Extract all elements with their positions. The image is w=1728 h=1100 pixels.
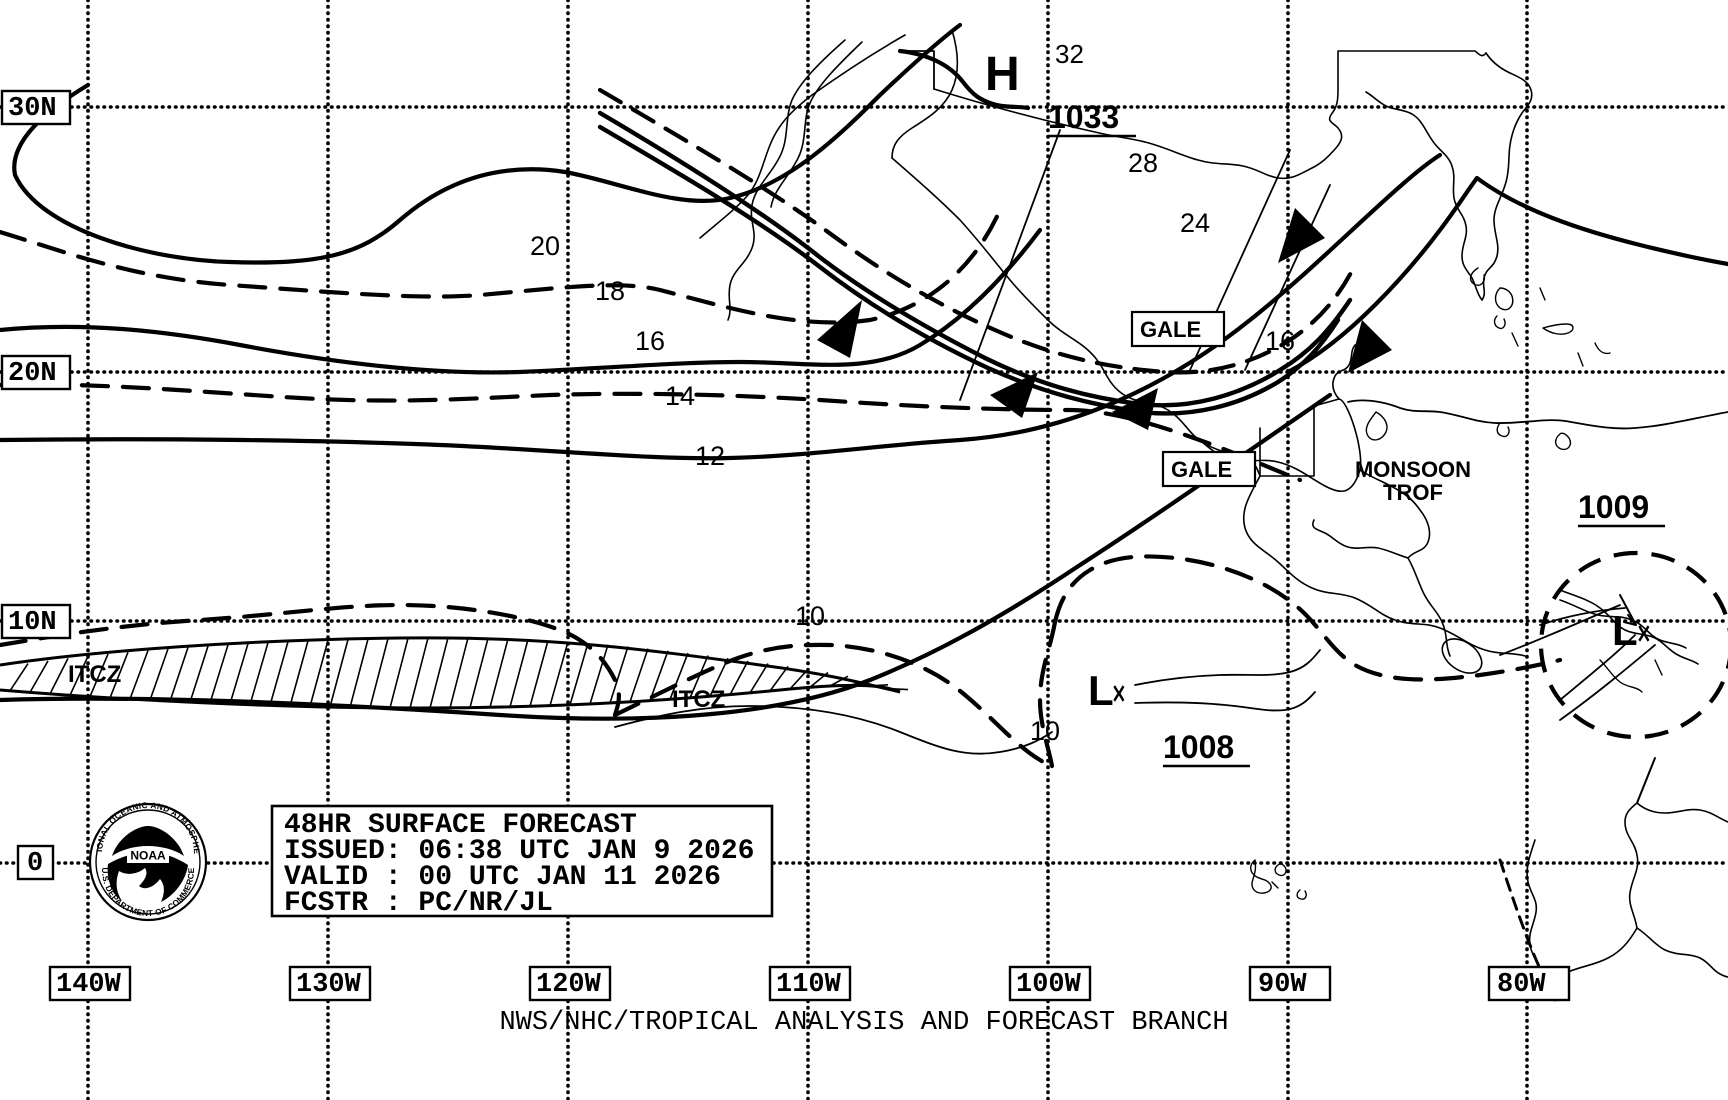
svg-text:10: 10 — [1030, 716, 1060, 746]
svg-text:140W: 140W — [56, 970, 122, 1000]
svg-text:20: 20 — [530, 231, 560, 261]
svg-text:16: 16 — [1265, 326, 1295, 356]
svg-text:MONSOON: MONSOON — [1355, 457, 1471, 482]
svg-text:☓: ☓ — [1112, 679, 1126, 709]
svg-text:NWS/NHC/TROPICAL ANALYSIS AND: NWS/NHC/TROPICAL ANALYSIS AND FORECAST B… — [499, 1008, 1228, 1038]
svg-text:10N: 10N — [8, 608, 57, 638]
svg-text:32: 32 — [1055, 39, 1084, 69]
svg-text:10: 10 — [795, 601, 825, 631]
svg-text:FCSTR : PC/NR/JL: FCSTR : PC/NR/JL — [284, 888, 553, 919]
svg-text:110W: 110W — [776, 970, 842, 1000]
svg-text:24: 24 — [1180, 208, 1210, 238]
svg-text:GALE: GALE — [1140, 317, 1201, 342]
svg-text:12: 12 — [695, 441, 725, 471]
svg-text:80W: 80W — [1497, 970, 1546, 1000]
svg-text:ITCZ: ITCZ — [68, 661, 121, 688]
svg-text:TROF: TROF — [1383, 480, 1443, 505]
svg-text:14: 14 — [665, 381, 695, 411]
svg-text:100W: 100W — [1016, 970, 1082, 1000]
svg-text:1033: 1033 — [1048, 99, 1119, 135]
svg-text:16: 16 — [635, 326, 665, 356]
svg-text:1008: 1008 — [1163, 729, 1234, 765]
svg-text:ITCZ: ITCZ — [672, 686, 725, 713]
svg-text:0: 0 — [27, 849, 43, 879]
svg-text:1009: 1009 — [1578, 489, 1649, 525]
svg-text:L: L — [1088, 667, 1114, 714]
svg-text:120W: 120W — [536, 970, 602, 1000]
svg-text:28: 28 — [1128, 148, 1158, 178]
svg-text:H: H — [985, 48, 1020, 101]
svg-text:90W: 90W — [1258, 970, 1307, 1000]
svg-text:20N: 20N — [8, 359, 57, 389]
svg-text:130W: 130W — [296, 970, 362, 1000]
svg-text:30N: 30N — [8, 94, 57, 124]
svg-text:GALE: GALE — [1171, 457, 1232, 482]
svg-text:NOAA: NOAA — [130, 849, 166, 863]
svg-text:18: 18 — [595, 276, 625, 306]
